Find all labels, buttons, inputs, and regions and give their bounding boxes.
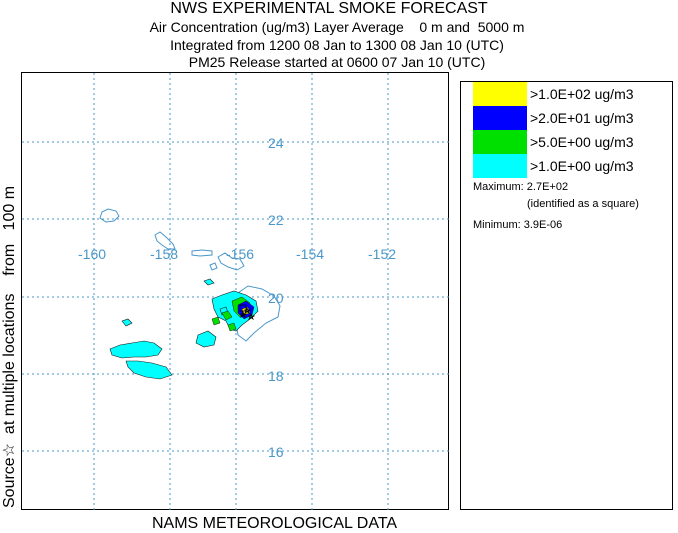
- map-canvas[interactable]: -160 -158 -156 -154 -152 24 22 20 18 16: [22, 73, 450, 511]
- subtitle-release: PM25 Release started at 0600 07 Jan 10 (…: [188, 54, 486, 70]
- island-lanai: [209, 262, 218, 271]
- island-molokai: [191, 249, 213, 257]
- source-star-icon: [247, 312, 256, 321]
- plume-south: [195, 330, 217, 348]
- page-title: NWS EXPERIMENTAL SMOKE FORECAST: [170, 0, 488, 17]
- legend-label: >5.0E+00 ug/m3: [530, 134, 634, 150]
- lat-tick-label: 20: [268, 290, 284, 306]
- legend-panel: >1.0E+02 ug/m3 >2.0E+01 ug/m3 >5.0E+00 u…: [460, 81, 673, 510]
- legend-label: >1.0E+00 ug/m3: [530, 158, 634, 174]
- source-markers: [239, 304, 256, 321]
- lon-tick-label: -154: [296, 246, 324, 262]
- maximum-square-icon: [239, 304, 247, 312]
- island-oahu: [154, 231, 176, 250]
- lon-tick-label: -152: [368, 246, 396, 262]
- source-label: Source☆ at multiple locations from 100 m: [0, 72, 20, 512]
- island-maui: [217, 252, 245, 271]
- minimum-value: Minimum: 3.9E-06: [473, 219, 563, 231]
- maximum-note: (identified as a square): [527, 198, 639, 210]
- lat-tick-label: 16: [268, 444, 284, 460]
- legend-row: >1.0E+02 ug/m3: [473, 82, 673, 106]
- legend-label: >1.0E+02 ug/m3: [530, 86, 634, 102]
- map-panel[interactable]: -160 -158 -156 -154 -152 24 22 20 18 16: [21, 72, 450, 511]
- legend-swatch: [473, 106, 527, 130]
- subtitle-integration: Integrated from 1200 08 Jan to 1300 08 J…: [170, 37, 504, 53]
- plume-west-2: [125, 360, 173, 380]
- lat-tick-label: 24: [268, 135, 284, 151]
- graticule: [22, 73, 450, 511]
- lon-tick-label: -160: [78, 246, 106, 262]
- lat-tick-label: 22: [268, 212, 284, 228]
- source-star-icon: [243, 306, 252, 315]
- subtitle-concentration: Air Concentration (ug/m3) Layer Average …: [149, 19, 525, 35]
- legend-row: >1.0E+00 ug/m3: [473, 154, 673, 178]
- plume-small-1: [121, 318, 133, 327]
- legend-swatch: [473, 154, 527, 178]
- plume-small-2: [203, 278, 215, 286]
- legend-swatch: [473, 82, 527, 106]
- legend-row: >2.0E+01 ug/m3: [473, 106, 673, 130]
- lat-tick-label: 18: [268, 368, 284, 384]
- source-label-text: Source☆ at multiple locations from 100 m: [1, 186, 18, 508]
- legend-label: >2.0E+01 ug/m3: [530, 110, 634, 126]
- legend-swatch: [473, 130, 527, 154]
- island-kauai: [99, 208, 120, 223]
- source-star-icon: [239, 310, 248, 319]
- maximum-value: Maximum: 2.7E+02: [473, 181, 569, 193]
- legend-row: >5.0E+00 ug/m3: [473, 130, 673, 154]
- lon-tick-label: -158: [150, 246, 178, 262]
- plume-west-1: [109, 340, 163, 359]
- data-source-footer: NAMS METEOROLOGICAL DATA: [152, 515, 398, 532]
